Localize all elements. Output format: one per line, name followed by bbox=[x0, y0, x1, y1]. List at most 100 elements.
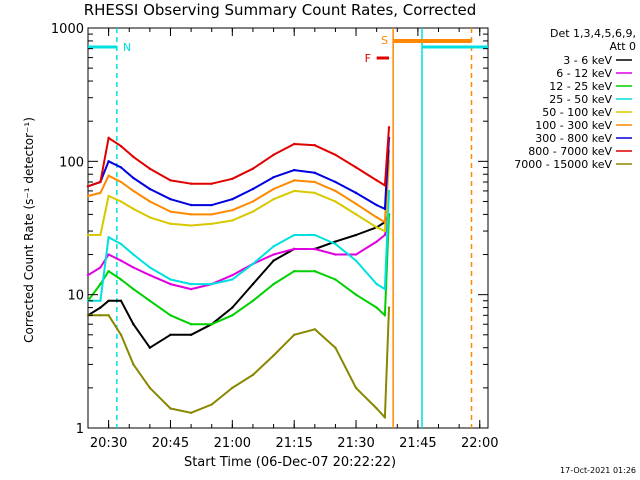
series-point bbox=[132, 155, 135, 159]
annotation-layer: N SF bbox=[88, 28, 488, 428]
series-point bbox=[272, 187, 275, 191]
series-point bbox=[292, 189, 296, 193]
series-point bbox=[272, 153, 275, 156]
series-point bbox=[272, 259, 275, 262]
series-point bbox=[272, 245, 275, 248]
x-tick-label: 22:00 bbox=[461, 436, 498, 451]
series-point bbox=[387, 189, 391, 193]
series-point bbox=[210, 282, 213, 286]
series-point bbox=[334, 200, 337, 203]
legend-label: 800 - 7000 keV bbox=[528, 145, 612, 158]
series-point bbox=[189, 224, 193, 227]
series-point bbox=[272, 197, 275, 201]
series-point bbox=[169, 210, 172, 213]
series-point bbox=[313, 171, 317, 175]
x-tick-label: 21:00 bbox=[214, 436, 251, 451]
series-point bbox=[354, 166, 358, 169]
series-point bbox=[132, 176, 135, 180]
legend-label: 300 - 800 keV bbox=[535, 132, 612, 145]
series-point bbox=[354, 293, 358, 296]
series-point bbox=[86, 273, 90, 277]
detector-label: Det 1,3,4,5,6,9, Att 0 bbox=[500, 27, 636, 53]
series-point bbox=[148, 200, 152, 203]
series-point bbox=[132, 363, 135, 366]
series-point bbox=[231, 209, 234, 212]
series-point bbox=[132, 323, 135, 326]
series-point bbox=[107, 194, 110, 198]
series-point bbox=[107, 314, 110, 317]
series-point bbox=[375, 179, 378, 182]
series-point bbox=[148, 266, 152, 269]
series-point bbox=[251, 262, 255, 266]
y-tick-label: 1000 bbox=[51, 22, 84, 37]
series-point bbox=[231, 278, 234, 281]
series-point bbox=[189, 203, 193, 207]
series-point bbox=[189, 287, 193, 291]
series-layer bbox=[86, 126, 391, 419]
series-point bbox=[107, 136, 110, 140]
series-point bbox=[292, 247, 296, 251]
series-point bbox=[272, 354, 275, 357]
series-point bbox=[99, 233, 102, 237]
series-point bbox=[189, 182, 193, 185]
series-point bbox=[99, 314, 102, 317]
chart-title: RHESSI Observing Summary Count Rates, Co… bbox=[83, 1, 477, 19]
series-point bbox=[119, 333, 123, 337]
series-point bbox=[354, 386, 358, 390]
x-tick-label: 21:15 bbox=[275, 436, 312, 451]
series-point bbox=[99, 299, 102, 302]
series-point bbox=[148, 167, 152, 170]
series-point bbox=[313, 269, 317, 273]
legend-label: 25 - 50 keV bbox=[549, 93, 612, 106]
series-point bbox=[210, 403, 213, 406]
series-point bbox=[292, 168, 296, 172]
series-point bbox=[354, 202, 358, 206]
series-point bbox=[375, 240, 378, 243]
series-point bbox=[169, 278, 172, 281]
x-tick-label: 20:30 bbox=[90, 436, 127, 451]
series-point bbox=[334, 180, 337, 184]
series-point bbox=[313, 247, 317, 251]
series-point bbox=[99, 180, 102, 184]
series-line bbox=[88, 161, 390, 236]
series-point bbox=[383, 314, 387, 317]
x-tick-label: 21:30 bbox=[337, 436, 374, 451]
detector-label-line1: Det 1,3,4,5,6,9, bbox=[549, 27, 636, 40]
x-tick-label: 20:45 bbox=[152, 436, 189, 451]
y-tick-label: 10 bbox=[67, 289, 84, 304]
series-point bbox=[375, 306, 378, 309]
series-point bbox=[292, 269, 296, 273]
series-point bbox=[119, 259, 123, 262]
series-point bbox=[334, 278, 337, 281]
generated-timestamp: 17-Oct-2021 01:26 bbox=[560, 466, 636, 475]
series-point bbox=[292, 142, 296, 146]
series-point bbox=[169, 222, 172, 226]
series-point bbox=[99, 282, 102, 286]
series-point bbox=[313, 180, 317, 184]
series-point bbox=[272, 176, 275, 179]
series-point bbox=[251, 210, 255, 213]
series-point bbox=[387, 126, 391, 129]
series-point bbox=[189, 282, 193, 286]
legend-label: 100 - 300 keV bbox=[535, 119, 612, 132]
series-point bbox=[313, 233, 317, 237]
series-point bbox=[383, 229, 387, 233]
series-point bbox=[231, 386, 234, 390]
series-point bbox=[375, 203, 378, 207]
series-point bbox=[354, 259, 358, 262]
attenuator-label: Att 0 bbox=[609, 40, 636, 53]
series-point bbox=[334, 240, 337, 243]
series-line bbox=[87, 137, 390, 210]
series-point bbox=[354, 191, 358, 195]
series-point bbox=[251, 200, 255, 203]
series-line bbox=[87, 214, 390, 326]
x-axis-label: Start Time (06-Dec-07 20:22:22) bbox=[183, 455, 397, 470]
series-point bbox=[231, 273, 234, 277]
series-point bbox=[169, 282, 172, 286]
series-point bbox=[231, 314, 234, 317]
x-tick-label: 21:45 bbox=[399, 436, 436, 451]
series-point bbox=[375, 226, 378, 229]
series-point bbox=[210, 182, 213, 185]
